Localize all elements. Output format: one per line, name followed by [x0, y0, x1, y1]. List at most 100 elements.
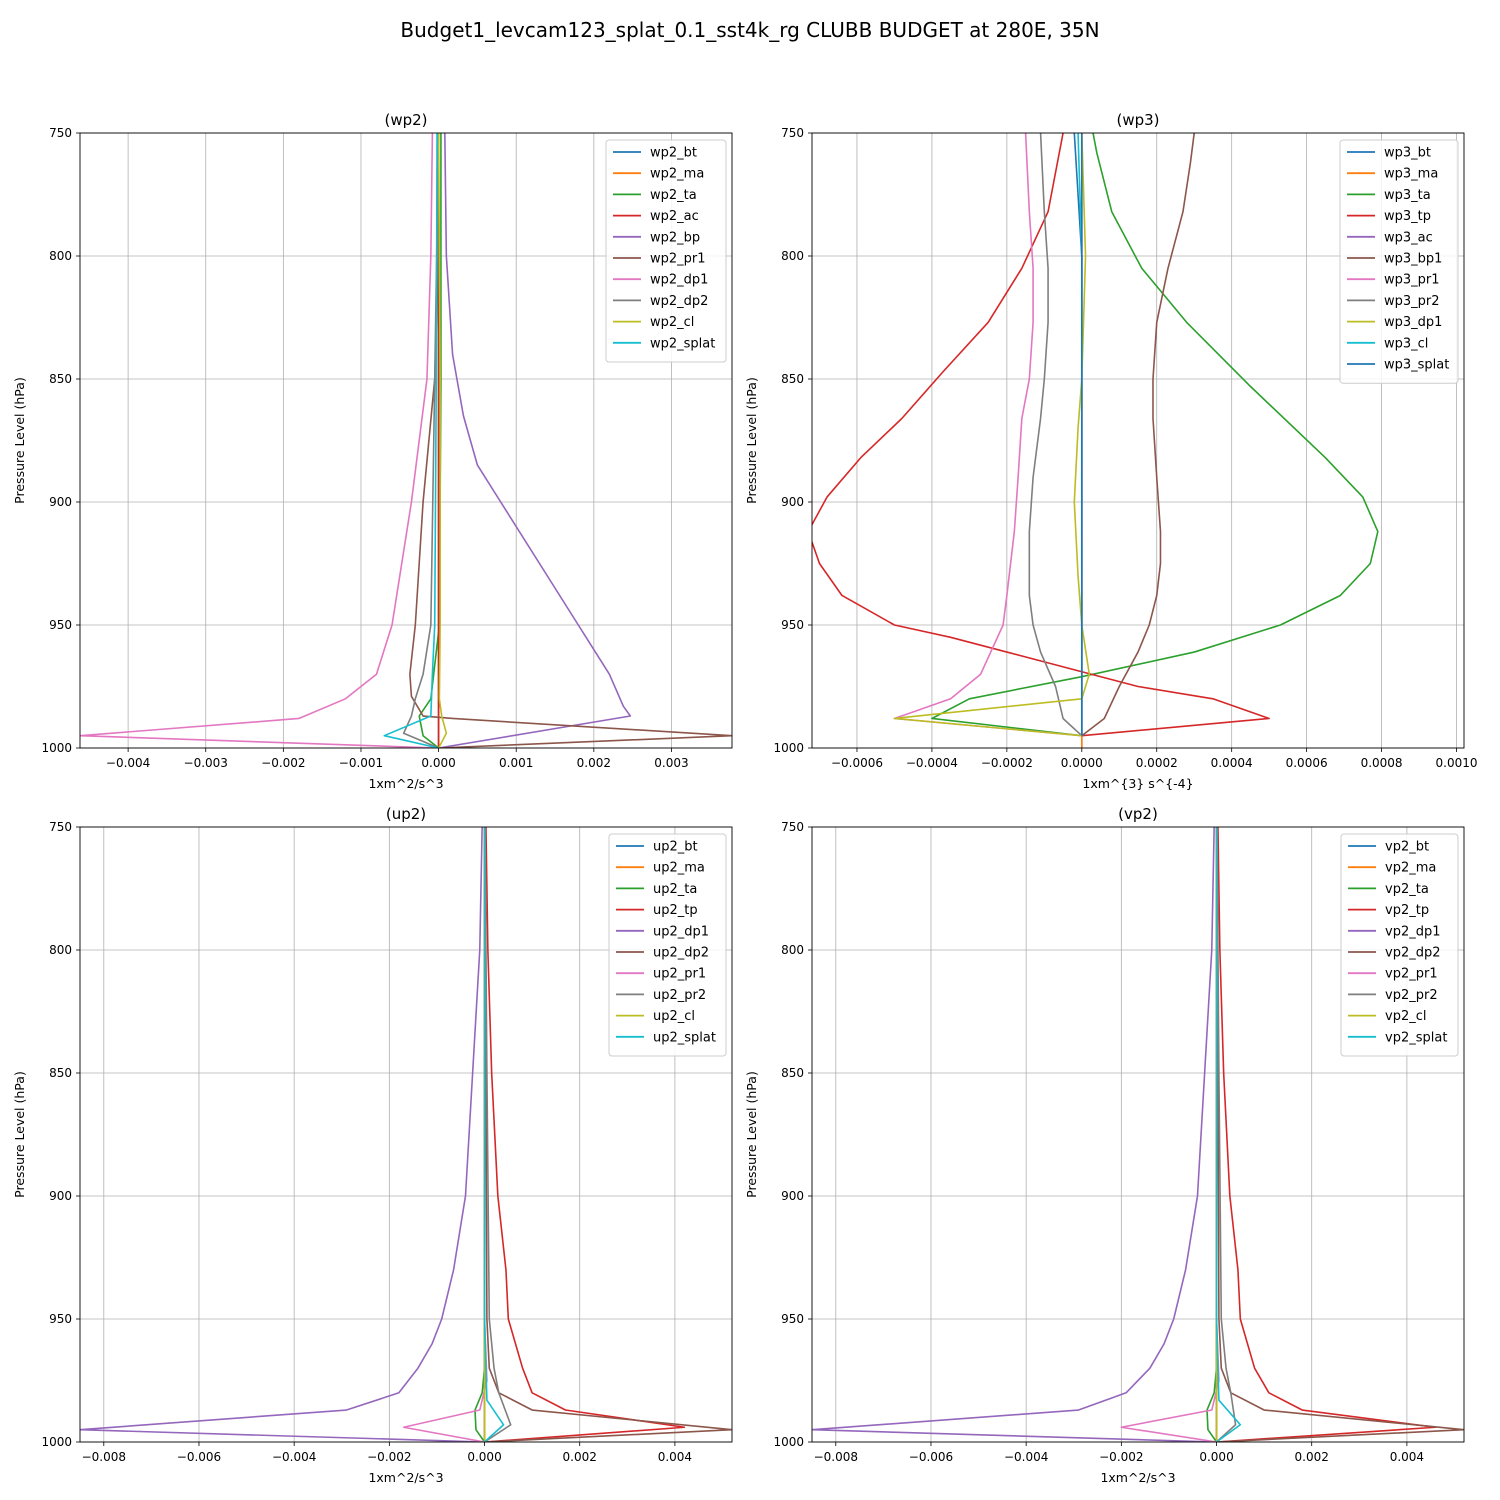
legend-label-wp3_tp: wp3_tp	[1384, 209, 1431, 224]
legend: wp3_bt wp3_ma wp3_ta wp3_tp wp3_ac wp3_bp1 wp3…	[1339, 139, 1459, 384]
legend-box	[608, 833, 727, 1057]
y-tick-label: 1000	[41, 1435, 72, 1449]
y-tick-label: 900	[781, 1189, 804, 1203]
series-line-vp2_splat	[1215, 827, 1242, 1442]
x-tick-label: −0.008	[82, 1450, 126, 1464]
panel-wp3: −0.0006 −0.0004 −0.0002 0.0000 0.0002 0.0004 0…	[744, 111, 1478, 791]
series-line-wp2_bp	[438, 133, 632, 748]
y-tick-label: 950	[49, 1312, 72, 1326]
legend: vp2_bt vp2_ma vp2_ta vp2_tp vp2_dp1 vp2_dp2vp…	[1340, 833, 1459, 1057]
series-line-up2_dp1	[80, 827, 485, 1442]
y-tick-label: 800	[781, 943, 804, 957]
x-tick-label: −0.001	[339, 756, 383, 770]
legend-label-wp3_pr1: wp3_pr1	[1384, 273, 1440, 288]
legend-label-wp2_bp: wp2_bp	[650, 230, 700, 245]
y-tick-label: 900	[49, 495, 72, 509]
panel-up2: −0.008 −0.006 −0.004 −0.002 0.000 0.002 0.004 7…	[12, 805, 733, 1485]
legend-label-up2_dp2: up2_dp2	[653, 946, 709, 961]
series-line-wp2_splat	[383, 133, 439, 748]
axes-frame	[79, 826, 733, 1443]
y-tick-label: 850	[49, 1066, 72, 1080]
x-tick-label: −0.002	[1099, 1450, 1143, 1464]
y-tick-label: 950	[49, 618, 72, 632]
legend-label-wp2_ac: wp2_ac	[650, 209, 699, 224]
x-tick-label: 0.000	[421, 756, 455, 770]
x-tick-label: 0.000	[1199, 1450, 1233, 1464]
x-tick-label: −0.006	[177, 1450, 221, 1464]
series-group	[812, 827, 1464, 1442]
series-line-vp2_dp2	[1215, 827, 1464, 1442]
y-axis-label: Pressure Level (hPa)	[744, 1071, 759, 1198]
legend-label-vp2_ta: vp2_ta	[1385, 882, 1429, 897]
x-tick-label: 0.002	[577, 756, 611, 770]
series-line-up2_tp	[484, 827, 686, 1442]
x-tick-label: 0.0010	[1436, 756, 1478, 770]
legend-label-up2_dp1: up2_dp1	[653, 924, 709, 939]
legend-label-vp2_dp2: vp2_dp2	[1385, 946, 1441, 961]
series-line-vp2_tp	[1216, 827, 1437, 1442]
figure-title: Budget1_levcam123_splat_0.1_sst4k_rg CLU…	[400, 18, 1099, 42]
series-line-vp2_dp1	[812, 827, 1217, 1442]
legend-label-vp2_cl: vp2_cl	[1385, 1009, 1426, 1024]
x-tick-label: 0.001	[499, 756, 533, 770]
series-line-up2_dp2	[483, 827, 732, 1442]
x-tick-label: −0.003	[184, 756, 228, 770]
x-axis-label: 1xm^2/s^3	[368, 1470, 443, 1485]
legend-label-wp3_ma: wp3_ma	[1384, 167, 1438, 182]
x-tick-label: −0.008	[814, 1450, 858, 1464]
legend-label-wp2_bt: wp2_bt	[650, 146, 697, 161]
legend-label-wp2_ma: wp2_ma	[650, 167, 704, 182]
y-tick-label: 900	[49, 1189, 72, 1203]
panel-title: (wp2)	[384, 111, 427, 129]
y-tick-label: 750	[781, 820, 804, 834]
legend-label-wp2_ta: wp2_ta	[650, 188, 697, 203]
legend-box	[605, 139, 727, 363]
series-line-wp3_dp1	[893, 133, 1091, 737]
x-tick-label: −0.004	[1004, 1450, 1048, 1464]
panel-vp2: −0.008 −0.006 −0.004 −0.002 0.000 0.002 0.004 7…	[744, 805, 1465, 1485]
series-line-wp2_dp2	[402, 133, 440, 748]
series-line-wp2_dp1	[80, 133, 439, 748]
panel-title: (vp2)	[1118, 805, 1158, 823]
x-tick-label: −0.004	[272, 1450, 316, 1464]
y-tick-label: 850	[49, 372, 72, 386]
subplot-grid: −0.004 −0.003 −0.002 −0.001 0.000 0.001 0.002 0…	[12, 111, 1478, 1485]
x-tick-label: −0.0002	[981, 756, 1033, 770]
legend-label-up2_cl: up2_cl	[653, 1009, 695, 1024]
panel-title: (up2)	[386, 805, 426, 823]
legend-label-wp3_cl: wp3_cl	[1384, 336, 1428, 351]
x-tick-label: 0.0002	[1136, 756, 1178, 770]
y-tick-label: 850	[781, 1066, 804, 1080]
y-axis-label: Pressure Level (hPa)	[12, 377, 27, 504]
series-line-up2_pr2	[484, 827, 512, 1442]
y-tick-label: 800	[49, 943, 72, 957]
series-group	[812, 133, 1379, 748]
x-tick-label: 0.0006	[1286, 756, 1328, 770]
axes-frame	[811, 826, 1465, 1443]
x-tick-label: 0.004	[1390, 1450, 1424, 1464]
axes-frame	[79, 132, 733, 749]
legend-label-vp2_tp: vp2_tp	[1385, 903, 1429, 918]
x-tick-label: 0.000	[467, 1450, 501, 1464]
series-line-vp2_pr2	[1215, 827, 1237, 1442]
panel-wp2: −0.004 −0.003 −0.002 −0.001 0.000 0.001 0.002 0…	[12, 111, 733, 791]
y-tick-label: 950	[781, 618, 804, 632]
y-tick-label: 850	[781, 372, 804, 386]
legend-label-wp3_bp1: wp3_bp1	[1384, 252, 1442, 267]
legend-label-vp2_pr2: vp2_pr2	[1385, 988, 1438, 1003]
y-tick-label: 1000	[773, 741, 804, 755]
x-tick-label: 0.003	[654, 756, 688, 770]
y-tick-label: 800	[781, 249, 804, 263]
legend-label-up2_splat: up2_splat	[653, 1030, 716, 1045]
x-tick-label: 0.004	[658, 1450, 692, 1464]
legend: wp2_bt wp2_ma wp2_ta wp2_ac wp2_bp wp2_pr1 wp2…	[605, 139, 727, 363]
legend: up2_bt up2_ma up2_ta up2_tp up2_dp1 up2_dp2up…	[608, 833, 727, 1057]
legend-label-wp3_dp1: wp3_dp1	[1384, 315, 1442, 330]
legend-label-wp3_ac: wp3_ac	[1384, 230, 1433, 245]
y-tick-label: 800	[49, 249, 72, 263]
legend-label-wp3_ta: wp3_ta	[1384, 188, 1431, 203]
series-line-wp2_cl	[437, 133, 448, 748]
legend-label-wp3_splat: wp3_splat	[1384, 358, 1449, 373]
y-tick-label: 900	[781, 495, 804, 509]
